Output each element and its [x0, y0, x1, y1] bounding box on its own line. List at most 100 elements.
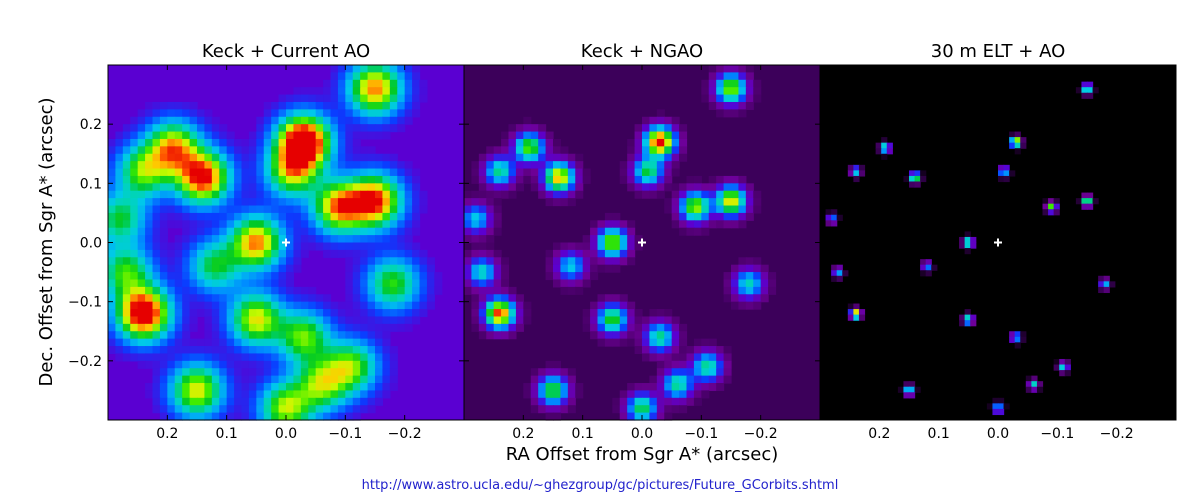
heatmap-cell — [345, 79, 354, 88]
heatmap-cell — [256, 138, 265, 147]
heatmap-cell — [367, 131, 376, 140]
heatmap-cell — [627, 161, 636, 170]
heatmap-cell — [367, 242, 376, 251]
heatmap-cell — [278, 272, 287, 281]
heatmap-cell — [330, 309, 339, 318]
heatmap-cell — [582, 264, 591, 273]
heatmap-cell — [226, 360, 235, 369]
heatmap-cell — [234, 412, 243, 421]
heatmap-cell — [530, 175, 539, 184]
heatmap-cell — [189, 116, 198, 125]
heatmap-cell — [174, 138, 183, 147]
heatmap-cell — [708, 190, 717, 199]
heatmap-cell — [122, 161, 131, 170]
heatmap-cell — [768, 279, 777, 288]
heatmap-cell — [122, 294, 131, 303]
heatmap-cell — [731, 294, 740, 303]
heatmap-cell — [560, 405, 569, 414]
heatmap-cell — [582, 249, 591, 258]
heatmap-cell — [204, 131, 213, 140]
heatmap-cell — [493, 198, 502, 207]
heatmap-cell — [964, 314, 971, 321]
heatmap-cell — [248, 383, 257, 392]
heatmap-cell — [1087, 92, 1094, 99]
heatmap-cell — [382, 368, 391, 377]
heatmap-cell — [145, 235, 154, 244]
heatmap-cell — [211, 338, 220, 347]
heatmap-cell — [604, 294, 613, 303]
heatmap-cell — [211, 264, 220, 273]
heatmap-cell — [656, 338, 665, 347]
heatmap-cell — [337, 101, 346, 110]
heatmap-cell — [197, 242, 206, 251]
heatmap-cell — [501, 294, 510, 303]
heatmap-cell — [493, 183, 502, 192]
heatmap-cell — [293, 405, 302, 414]
heatmap-cell — [360, 79, 369, 88]
source-url-link[interactable]: http://www.astro.ucla.edu/~ghezgroup/gc/… — [361, 478, 839, 493]
heatmap-cell — [545, 168, 554, 177]
heatmap-cell — [271, 242, 280, 251]
heatmap-cell — [108, 153, 117, 162]
heatmap-cell — [271, 205, 280, 214]
heatmap-cell — [308, 198, 317, 207]
heatmap-cell — [701, 205, 710, 214]
heatmap-cell — [515, 309, 524, 318]
heatmap-cell — [337, 72, 346, 81]
heatmap-cell — [881, 148, 888, 155]
heatmap-cell — [493, 301, 502, 310]
heatmap-cell — [189, 161, 198, 170]
heatmap-cell — [478, 235, 487, 244]
heatmap-cell — [152, 405, 161, 414]
heatmap-cell — [478, 161, 487, 170]
heatmap-cell — [679, 212, 688, 221]
heatmap-cell — [545, 375, 554, 384]
heatmap-cell — [226, 138, 235, 147]
heatmap-cell — [360, 72, 369, 81]
heatmap-cell — [716, 183, 725, 192]
heatmap-cell — [375, 161, 384, 170]
heatmap-cell — [345, 124, 354, 133]
heatmap-cell — [152, 309, 161, 318]
heatmap-cell — [389, 220, 398, 229]
heatmap-cell — [286, 101, 295, 110]
heatmap-cell — [278, 309, 287, 318]
heatmap-cell — [137, 146, 146, 155]
heatmap-cell — [367, 175, 376, 184]
heatmap-cell — [293, 346, 302, 355]
heatmap-cell — [404, 249, 413, 258]
heatmap-cell — [219, 161, 228, 170]
heatmap-cell — [271, 323, 280, 332]
heatmap-cell — [649, 397, 658, 406]
heatmap-cell — [471, 227, 480, 236]
heatmap-cell — [308, 138, 317, 147]
heatmap-cell — [286, 138, 295, 147]
heatmap-cell — [130, 301, 139, 310]
heatmap-cell — [234, 146, 243, 155]
heatmap-cell — [256, 346, 265, 355]
heatmap-cell — [108, 309, 117, 318]
heatmap-cell — [523, 124, 532, 133]
heatmap-cell — [716, 65, 725, 73]
heatmap-cell — [412, 101, 421, 110]
heatmap-cell — [708, 65, 717, 73]
heatmap-cell — [478, 272, 487, 281]
heatmap-cell — [619, 301, 628, 310]
heatmap-cell — [382, 272, 391, 281]
heatmap-cell — [1014, 342, 1021, 349]
heatmap-cell — [612, 397, 621, 406]
heatmap-cell — [204, 360, 213, 369]
heatmap-cell — [627, 316, 636, 325]
heatmap-cell — [286, 390, 295, 399]
heatmap-cell — [397, 175, 406, 184]
heatmap-cell — [590, 272, 599, 281]
heatmap-cell — [567, 242, 576, 251]
heatmap-cell — [278, 183, 287, 192]
heatmap-cell — [375, 205, 384, 214]
heatmap-cell — [137, 338, 146, 347]
heatmap-cell — [345, 94, 354, 103]
heatmap-cell — [553, 175, 562, 184]
heatmap-cell — [293, 116, 302, 125]
heatmap-cell — [1059, 364, 1066, 371]
heatmap-cell — [159, 346, 168, 355]
